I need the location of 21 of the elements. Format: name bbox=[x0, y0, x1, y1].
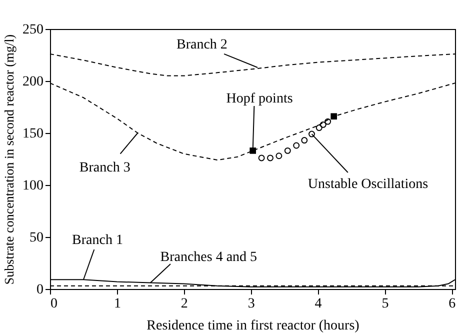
y-tick-label: 50 bbox=[30, 230, 44, 246]
annotation: Branch 2 bbox=[176, 38, 228, 53]
y-tick-label: 0 bbox=[36, 282, 44, 298]
annotation: Branch 1 bbox=[72, 233, 123, 248]
annotation: Hopf points bbox=[226, 92, 293, 107]
y-tick-label: 150 bbox=[22, 126, 44, 142]
x-tick-label: 0 bbox=[50, 296, 58, 312]
y-tick-label: 100 bbox=[22, 178, 44, 194]
x-tick-label: 1 bbox=[114, 296, 121, 312]
x-tick-label: 2 bbox=[180, 296, 188, 312]
annotation: Branch 3 bbox=[79, 160, 130, 176]
x-tick-label: 3 bbox=[248, 296, 255, 312]
x-tick-label: 6 bbox=[448, 296, 456, 312]
y-tick-label: 200 bbox=[22, 74, 44, 90]
x-tick-label: 5 bbox=[382, 296, 389, 312]
y-tick-label: 250 bbox=[22, 22, 44, 38]
annotation: Unstable Oscillations bbox=[308, 176, 428, 192]
annotation: Branches 4 and 5 bbox=[160, 250, 258, 265]
y-axis-title: Substrate concentration in second reactor (mg/l) bbox=[2, 34, 16, 285]
x-axis-title: Residence time in first reactor (hours) bbox=[146, 318, 360, 334]
x-tick-label: 4 bbox=[314, 296, 322, 312]
